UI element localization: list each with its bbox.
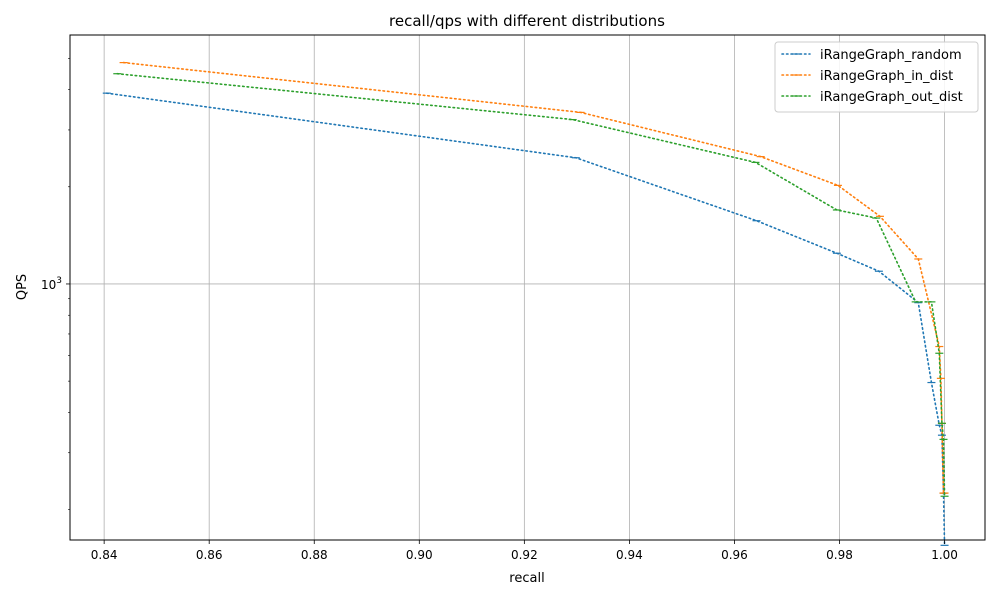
chart-title: recall/qps with different distributions	[389, 12, 665, 30]
y-axis-label: QPS	[15, 274, 30, 300]
legend-label: iRangeGraph_in_dist	[820, 69, 953, 84]
series-line	[122, 61, 946, 494]
y-tick-label-base: 10	[41, 278, 56, 292]
grid-layer	[70, 35, 985, 540]
series-iRangeGraph_out_dist	[113, 72, 949, 498]
series-iRangeGraph_random	[102, 92, 949, 547]
y-tick-label-exponent: 3	[56, 276, 62, 286]
x-tick-label: 0.94	[616, 548, 643, 562]
x-tick-label: 0.86	[196, 548, 223, 562]
y-tick-label: 103	[41, 276, 62, 292]
series-layer	[102, 61, 949, 547]
x-tick-label: 0.92	[511, 548, 538, 562]
legend-frame	[774, 41, 979, 113]
series-line	[116, 72, 946, 498]
x-tick-label: 0.98	[826, 548, 853, 562]
series-line	[105, 92, 946, 547]
legend-label: iRangeGraph_random	[820, 48, 962, 63]
x-tick-label: 0.84	[91, 548, 118, 562]
y-tick-layer: 103	[41, 58, 70, 510]
plot-frame	[69, 34, 986, 541]
legend-label: iRangeGraph_out_dist	[820, 90, 963, 105]
x-tick-layer: 0.84 0.86 0.88 0.90 0.92 0.94 0.96 0.98 1.00	[91, 540, 958, 562]
x-tick-label: 1.00	[931, 548, 958, 562]
x-tick-label: 0.96	[721, 548, 748, 562]
series-iRangeGraph_in_dist	[119, 61, 949, 494]
x-tick-label: 0.88	[301, 548, 328, 562]
x-tick-label: 0.90	[406, 548, 433, 562]
legend: iRangeGraph_random iRangeGraph_in_dist iRa…	[774, 41, 979, 113]
x-axis-label: recall	[509, 571, 544, 586]
legend-entries: iRangeGraph_random iRangeGraph_in_dist iRa…	[781, 48, 963, 105]
